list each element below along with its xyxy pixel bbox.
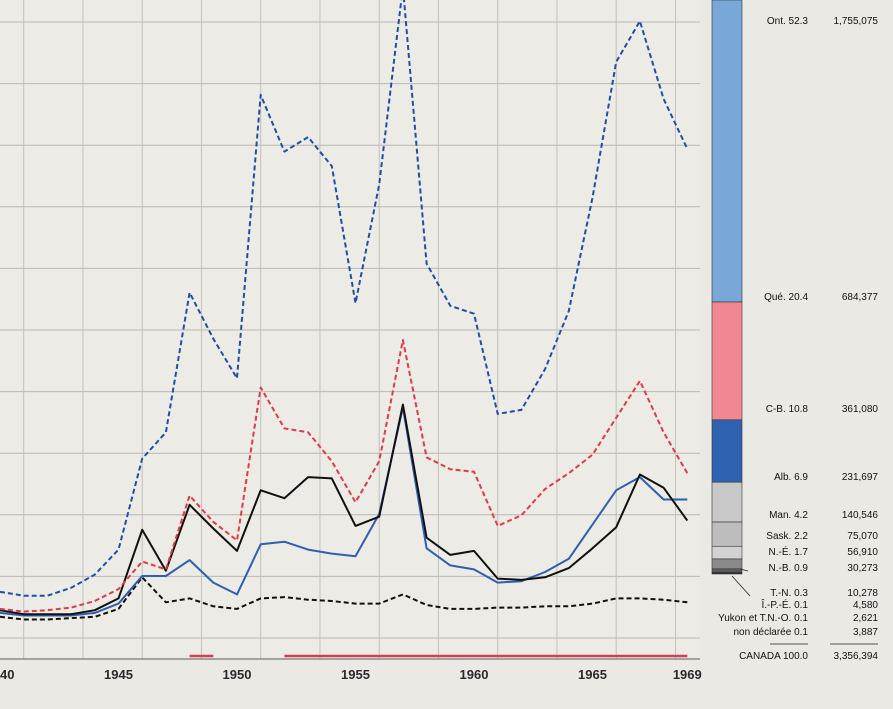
series-line-blue_solid <box>0 406 688 617</box>
series-line-black_dashed <box>0 576 688 621</box>
bar-segment-label: Alb. 6.9 <box>774 472 808 483</box>
bar-segment-value: 140,546 <box>841 510 878 521</box>
x-tick-label: 1960 <box>460 667 489 682</box>
x-tick-label: 1945 <box>104 667 133 682</box>
bar-segment-label: CANADA 100.0 <box>739 651 808 662</box>
x-tick-label: 1965 <box>578 667 607 682</box>
bar-segment-label: N.-É. 1.7 <box>768 547 808 558</box>
x-tick-label: 1950 <box>223 667 252 682</box>
bar-segment-label: T.-N. 0.3 <box>770 588 808 599</box>
bar-segment-label: Yukon et T.N.-O. 0.1 <box>718 613 808 624</box>
bar-segment-value: 56,910 <box>847 547 878 558</box>
bar-segment-label: Î.-P.-É. 0.1 <box>761 600 808 611</box>
bar-segment-label: Sask. 2.2 <box>766 531 808 542</box>
bar-segment-value: 1,755,075 <box>833 16 879 27</box>
bar-segment-label: N.-B. 0.9 <box>768 563 808 574</box>
bar-segment-value: 10,278 <box>847 588 878 599</box>
bar-segment-value: 361,080 <box>841 404 878 415</box>
bar-segment-value: 3,356,394 <box>833 651 879 662</box>
chart-grid <box>0 0 700 660</box>
bar-segment-label: Qué. 20.4 <box>764 292 808 303</box>
bar-segment-value: 3,887 <box>852 627 878 638</box>
x-tick-label: 40 <box>0 667 14 682</box>
series-layer <box>0 0 689 658</box>
bar-segment-value: 684,377 <box>841 292 878 303</box>
series-line-blue_dashed <box>0 0 689 597</box>
series-line-black_solid <box>0 403 689 616</box>
bar-segment-value: 30,273 <box>847 563 878 574</box>
bar-segment-label: Ont. 52.3 <box>766 16 808 27</box>
x-tick-label: 1955 <box>341 667 370 682</box>
bar-segment-value: 75,070 <box>847 531 878 542</box>
bar-segment-value: 4,580 <box>852 600 878 611</box>
bar-segment-label: non déclarée 0.1 <box>733 627 808 638</box>
bar-segment-label: Man. 4.2 <box>769 510 808 521</box>
x-tick-label: 1969 <box>673 667 702 682</box>
x-axis: 40 1945 1950 1955 1960 1965 1969 <box>0 667 702 682</box>
bar-segment-label: C-B. 10.8 <box>765 404 808 415</box>
series-line-red_dashed <box>0 339 689 613</box>
bar-segment-value: 2,621 <box>852 613 878 624</box>
bar-segment-value: 231,697 <box>841 472 878 483</box>
